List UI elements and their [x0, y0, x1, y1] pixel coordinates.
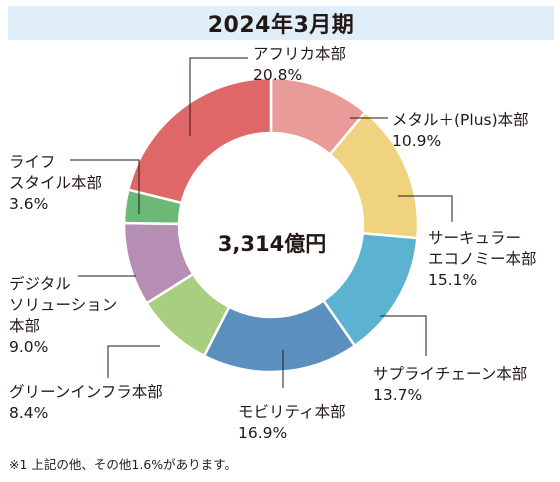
total-label: 3,314億円 [217, 232, 327, 256]
label-lifestyle: ライフ スタイル本部 3.6% [9, 152, 102, 215]
chart-title: 2024年3月期 [207, 13, 355, 38]
label-digital-solution-pct: 9.0% [9, 338, 49, 356]
label-mobility-name: モビリティ本部 [238, 403, 346, 421]
label-digital-solution-line1: デジタル [9, 275, 71, 293]
label-green-infra-name: グリーンインフラ本部 [9, 383, 163, 401]
footnote: ※1 上記の他、その他1.6%があります。 [9, 457, 237, 472]
slice-africa [126, 76, 273, 205]
label-mobility: モビリティ本部 16.9% [238, 402, 346, 444]
label-africa-pct: 20.8% [253, 66, 303, 84]
label-circular-economy: サーキュラー エコノミー本部 15.1% [428, 228, 537, 291]
label-africa: アフリカ本部 20.8% [253, 44, 346, 86]
leader-line-supply-chain [380, 315, 427, 356]
label-metal-plus-pct: 10.9% [392, 132, 442, 150]
leader-line-lifestyle [70, 159, 140, 214]
label-green-infra: グリーンインフラ本部 8.4% [9, 382, 163, 424]
label-lifestyle-line1: ライフ [9, 153, 56, 171]
label-supply-chain-name: サプライチェーン本部 [373, 365, 528, 383]
label-mobility-pct: 16.9% [238, 424, 288, 442]
label-digital-solution-line2: ソリューション [9, 296, 118, 314]
leader-line-circular-economy [398, 195, 453, 222]
leader-line-africa [189, 57, 248, 136]
label-africa-name: アフリカ本部 [253, 45, 347, 63]
label-digital-solution-line3: 本部 [9, 317, 41, 335]
label-green-infra-pct: 8.4% [9, 404, 49, 422]
label-circular-economy-line2: エコノミー本部 [428, 250, 537, 268]
leader-line-green-infra [107, 345, 160, 378]
label-lifestyle-pct: 3.6% [9, 195, 49, 213]
label-supply-chain: サプライチェーン本部 13.7% [373, 364, 527, 406]
label-lifestyle-line2: スタイル本部 [9, 174, 103, 192]
label-digital-solution: デジタル ソリューション 本部 9.0% [9, 274, 117, 358]
label-supply-chain-pct: 13.7% [373, 386, 423, 404]
label-circular-economy-line1: サーキュラー [428, 229, 522, 247]
label-metal-plus: メタル＋(Plus)本部 10.9% [392, 110, 529, 152]
label-circular-economy-pct: 15.1% [428, 271, 478, 289]
chart-title-bar: 2024年3月期 [8, 6, 554, 40]
label-metal-plus-name: メタル＋(Plus)本部 [392, 111, 529, 129]
